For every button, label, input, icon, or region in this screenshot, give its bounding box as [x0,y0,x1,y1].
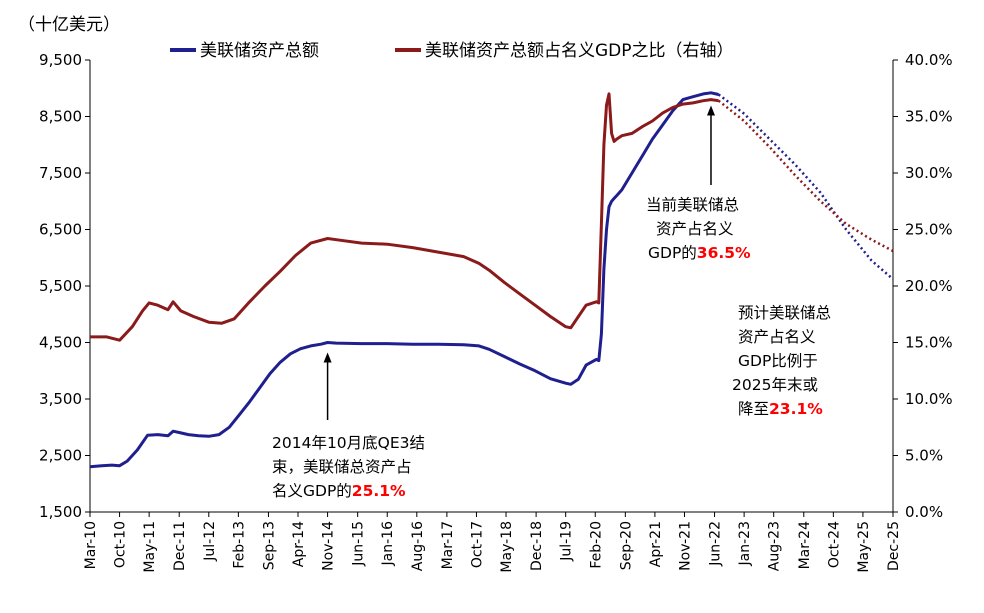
x-tick-label: Dec-11 [172,521,188,571]
left-tick-label: 4,500 [39,334,82,352]
x-tick-label: May-11 [142,521,158,573]
annotation-current: 当前美联储总 资产占名义 GDP的36.5% [646,196,751,262]
annotation-current-line2: 资产占名义 [656,220,734,238]
x-tick-label: Jun-15 [351,521,367,567]
left-tick-label: 7,500 [39,164,82,182]
left-tick-label: 2,500 [39,447,82,465]
right-tick-label: 25.0% [905,221,953,239]
annotation-qe3-line2: 束，美联储总资产占 [272,458,412,476]
left-tick-label: 3,500 [39,390,82,408]
arrow-qe3-head [323,352,332,363]
left-tick-label: 8,500 [39,108,82,126]
x-tick-label: Jul-19 [559,521,575,562]
x-tick-label: Jan-16 [380,521,396,567]
annotation-forecast: 预计美联储总 资产占名义 GDP比例于 2025年末或 降至23.1% [732,304,831,418]
x-tick-label: Apr-21 [648,521,664,567]
x-tick-label: Aug-16 [410,521,426,571]
annotation-qe3-line3: 名义GDP的25.1% [272,482,406,500]
annotation-current-line1: 当前美联储总 [646,196,739,214]
x-tick-label: Dec-18 [529,521,545,571]
x-tick-label: Dec-25 [886,521,902,571]
x-tick-label: Mar-10 [83,521,99,569]
x-tick-label: Feb-13 [231,521,247,569]
x-tick-label: May-25 [856,521,872,573]
left-axis: 1,500 2,500 3,500 4,500 5,500 6,500 7,500 8,500… [39,51,91,521]
x-tick-label: Jun-22 [708,521,724,567]
legend-label-total-assets: 美联储资产总额 [200,41,319,61]
annotation-forecast-line1: 预计美联储总 [738,304,831,322]
x-tick-label: May-18 [499,521,515,573]
right-tick-label: 15.0% [905,334,953,352]
right-tick-label: 0.0% [905,503,943,521]
x-tick-label: Aug-23 [767,521,783,571]
right-axis: 0.0% 5.0% 10.0% 15.0% 20.0% 25.0% 30.0% 35.0% 40… [892,51,953,521]
x-tick-label: Sep-20 [618,521,634,570]
series-line-assets-to-gdp [90,92,719,342]
x-tick-label: Mar-17 [440,521,456,569]
right-tick-label: 10.0% [905,390,953,408]
x-tick-label: Mar-24 [797,521,813,569]
annotation-forecast-line2: 资产占名义 [738,328,816,346]
left-tick-label: 1,500 [39,503,82,521]
series-line-total-assets [89,91,719,469]
right-tick-label: 40.0% [905,51,953,69]
legend: 美联储资产总额 美联储资产总额占名义GDP之比（右轴） [170,41,734,61]
right-tick-label: 30.0% [905,164,953,182]
forecast-line-total-assets [717,93,894,281]
x-tick-label: Oct-24 [826,521,842,568]
annotation-qe3-line1: 2014年10月底QE3结 [272,434,425,452]
right-tick-label: 20.0% [905,277,953,295]
arrow-current-head [706,105,715,116]
annotation-forecast-line5: 降至23.1% [738,400,823,418]
legend-label-assets-to-gdp: 美联储资产总额占名义GDP之比（右轴） [425,41,734,61]
x-tick-label: Sep-13 [261,521,277,570]
annotation-qe3: 2014年10月底QE3结 束，美联储总资产占 名义GDP的25.1% [272,434,425,500]
annotation-forecast-line3: GDP比例于 [738,352,818,370]
x-tick-label: Oct-17 [469,521,485,568]
forecast-line-assets-to-gdp [717,99,894,253]
x-tick-label: Jul-12 [202,521,218,562]
x-tick-label: Nov-14 [321,521,337,571]
annotation-qe3-highlight: 25.1% [352,482,406,500]
x-axis: Mar-10 Oct-10 May-11 Dec-11 Jul-12 Feb-13 Sep-… [83,511,902,573]
right-tick-label: 35.0% [905,108,953,126]
annotation-current-line3: GDP的36.5% [648,244,751,262]
x-tick-label: Nov-21 [677,521,693,571]
left-tick-label: 9,500 [39,51,82,69]
annotation-arrows [323,105,715,420]
x-tick-label: Jan-23 [737,521,753,566]
unit-label: （十亿美元） [18,15,120,35]
right-tick-label: 5.0% [905,447,943,465]
x-tick-label: Feb-20 [588,521,604,569]
x-tick-label: Apr-14 [291,521,307,567]
x-tick-label: Oct-10 [113,521,129,568]
left-tick-label: 5,500 [39,277,82,295]
annotation-current-highlight: 36.5% [697,244,751,262]
left-tick-label: 6,500 [39,221,82,239]
annotation-forecast-highlight: 23.1% [769,400,823,418]
annotation-forecast-line4: 2025年末或 [732,376,818,394]
series-layer [89,91,894,469]
